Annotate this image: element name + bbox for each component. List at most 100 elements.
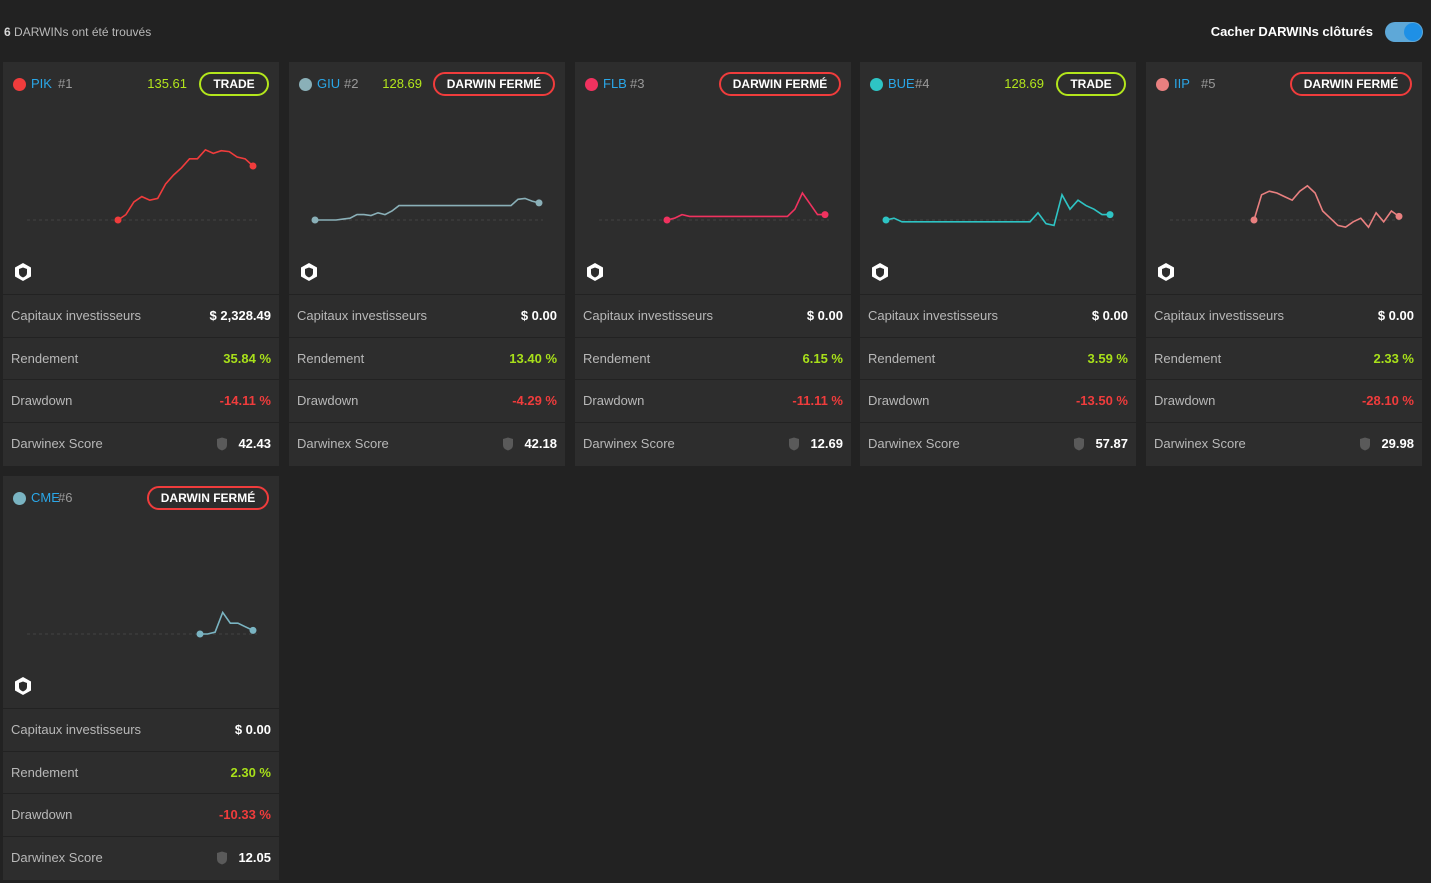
- investors-row: Capitaux investisseurs $ 0.00: [3, 708, 279, 751]
- score-row-label: Darwinex Score: [868, 435, 960, 451]
- sparkline-end-point: [821, 211, 829, 219]
- investors-row: Capitaux investisseurs $ 0.00: [575, 294, 851, 337]
- score-row-value: 42.18: [524, 435, 557, 451]
- shield-icon[interactable]: [870, 262, 890, 282]
- return-row-value: 6.15 %: [802, 350, 843, 366]
- results-header: 6 DARWINs ont été trouvés Cacher DARWINs…: [0, 0, 1431, 62]
- return-row-label: Rendement: [297, 350, 365, 366]
- hide-closed-toggle[interactable]: [1385, 22, 1423, 42]
- score-shield-icon: [217, 437, 227, 450]
- score-row: Darwinex Score 12.05: [3, 835, 279, 879]
- status-dot-icon: [585, 78, 598, 91]
- score-row: Darwinex Score 42.43: [3, 421, 279, 465]
- performance-sparkline: [311, 197, 543, 224]
- sparkline-end-point: [1106, 211, 1114, 219]
- investors-row-value: $ 0.00: [234, 722, 271, 737]
- return-row: Rendement 35.84 %: [3, 336, 279, 380]
- investors-row-label: Capitaux investisseurs: [11, 722, 142, 737]
- darwin-closed-button[interactable]: DARWIN FERMÉ: [719, 72, 841, 96]
- darwin-card[interactable]: IIP #5 DARWIN FERMÉ Capitaux investisseurs $…: [1146, 62, 1422, 466]
- drawdown-row-value: -11.11 %: [792, 393, 843, 408]
- darwin-stats: Capitaux investisseurs $ 0.00 Rendement 13.…: [289, 294, 565, 464]
- darwin-rank: #4: [915, 76, 930, 91]
- score-shield-icon: [1074, 437, 1084, 450]
- shield-icon[interactable]: [585, 262, 605, 282]
- darwin-ticker-link[interactable]: PIK: [31, 76, 52, 91]
- darwin-ticker-link[interactable]: IIP: [1174, 76, 1190, 91]
- sparkline-start-point: [1250, 216, 1258, 224]
- drawdown-row-value: -28.10 %: [1361, 393, 1414, 408]
- trade-button[interactable]: TRADE: [1056, 72, 1126, 96]
- darwin-rank: #2: [344, 76, 359, 91]
- darwin-card[interactable]: CME #6 DARWIN FERMÉ Capitaux investisseurs $…: [3, 476, 279, 880]
- score-row-label: Darwinex Score: [297, 435, 389, 451]
- score-row-label: Darwinex Score: [1154, 435, 1246, 451]
- score-row-label: Darwinex Score: [583, 435, 675, 451]
- return-row: Rendement 13.40 %: [289, 336, 565, 380]
- darwin-rank: #5: [1201, 76, 1216, 91]
- shield-icon[interactable]: [13, 262, 33, 282]
- drawdown-row: Drawdown -11.11 %: [575, 379, 851, 422]
- score-shield-icon: [1360, 437, 1370, 450]
- status-dot-icon: [1156, 78, 1169, 91]
- darwin-closed-button[interactable]: DARWIN FERMÉ: [433, 72, 555, 96]
- darwin-closed-button[interactable]: DARWIN FERMÉ: [147, 486, 269, 510]
- return-row: Rendement 2.30 %: [3, 750, 279, 794]
- score-row: Darwinex Score 57.87: [860, 421, 1136, 465]
- status-dot-icon: [870, 78, 883, 91]
- toggle-knob[interactable]: [1404, 23, 1422, 41]
- shield-icon[interactable]: [13, 676, 33, 696]
- drawdown-row: Drawdown -28.10 %: [1146, 379, 1422, 422]
- investors-row-label: Capitaux investisseurs: [868, 308, 999, 323]
- shield-icon[interactable]: [299, 262, 319, 282]
- darwin-card[interactable]: GIU #2 128.69 DARWIN FERMÉ Capitaux investis…: [289, 62, 565, 466]
- darwin-stats: Capitaux investisseurs $ 0.00 Rendement 3.5…: [860, 294, 1136, 464]
- sparkline-end-point: [249, 626, 257, 634]
- sparkline-path: [666, 191, 825, 221]
- return-row: Rendement 3.59 %: [860, 336, 1136, 380]
- performance-sparkline: [27, 610, 257, 638]
- shield-icon[interactable]: [1156, 262, 1176, 282]
- results-count-number: 6: [4, 25, 11, 39]
- darwin-closed-button[interactable]: DARWIN FERMÉ: [1290, 72, 1412, 96]
- return-row-value: 3.59 %: [1087, 350, 1128, 366]
- score-row-value: 42.43: [238, 435, 271, 451]
- sparkline-start-point: [882, 216, 890, 224]
- sparkline-start-point: [114, 216, 122, 224]
- status-dot-icon: [13, 492, 26, 505]
- investors-row-value: $ 0.00: [520, 308, 557, 323]
- drawdown-row: Drawdown -4.29 %: [289, 379, 565, 422]
- darwin-ticker-link[interactable]: GIU: [317, 76, 341, 91]
- darwin-card[interactable]: PIK #1 135.61 TRADE Capitaux investisseurs $ …: [3, 62, 279, 466]
- drawdown-row-label: Drawdown: [11, 393, 73, 408]
- investors-row: Capitaux investisseurs $ 0.00: [1146, 294, 1422, 337]
- performance-sparkline: [882, 192, 1114, 227]
- investors-row-value: $ 0.00: [1091, 308, 1128, 323]
- investors-row-value: $ 2,328.49: [209, 308, 271, 323]
- darwin-ticker-link[interactable]: BUE: [888, 76, 915, 91]
- score-row: Darwinex Score 42.18: [289, 421, 565, 465]
- status-dot-icon: [13, 78, 26, 91]
- card-header: IIP #5 DARWIN FERMÉ: [1146, 62, 1422, 106]
- investors-row-label: Capitaux investisseurs: [1154, 308, 1285, 323]
- darwin-card[interactable]: BUE #4 128.69 TRADE Capitaux investisseurs $ …: [860, 62, 1136, 466]
- sparkline-path: [200, 610, 254, 635]
- darwin-ticker-link[interactable]: CME: [31, 490, 60, 505]
- drawdown-row-value: -13.50 %: [1075, 393, 1128, 408]
- drawdown-row-value: -10.33 %: [218, 807, 271, 822]
- darwin-ticker-link[interactable]: FLB: [603, 76, 627, 91]
- score-row-value: 12.69: [810, 435, 843, 451]
- score-row-value: 57.87: [1095, 435, 1128, 451]
- return-row-value: 2.30 %: [230, 764, 271, 780]
- sparkline-path: [315, 197, 540, 221]
- drawdown-row: Drawdown -13.50 %: [860, 379, 1136, 422]
- darwin-rank: #1: [58, 76, 73, 91]
- darwin-price: 128.69: [1004, 76, 1044, 91]
- sparkline-path: [117, 148, 254, 221]
- score-shield-icon: [503, 437, 513, 450]
- score-row-value: 12.05: [238, 849, 271, 865]
- return-row-label: Rendement: [868, 350, 936, 366]
- drawdown-row-label: Drawdown: [11, 807, 73, 822]
- darwin-card[interactable]: FLB #3 DARWIN FERMÉ Capitaux investisseurs $…: [575, 62, 851, 466]
- trade-button[interactable]: TRADE: [199, 72, 269, 96]
